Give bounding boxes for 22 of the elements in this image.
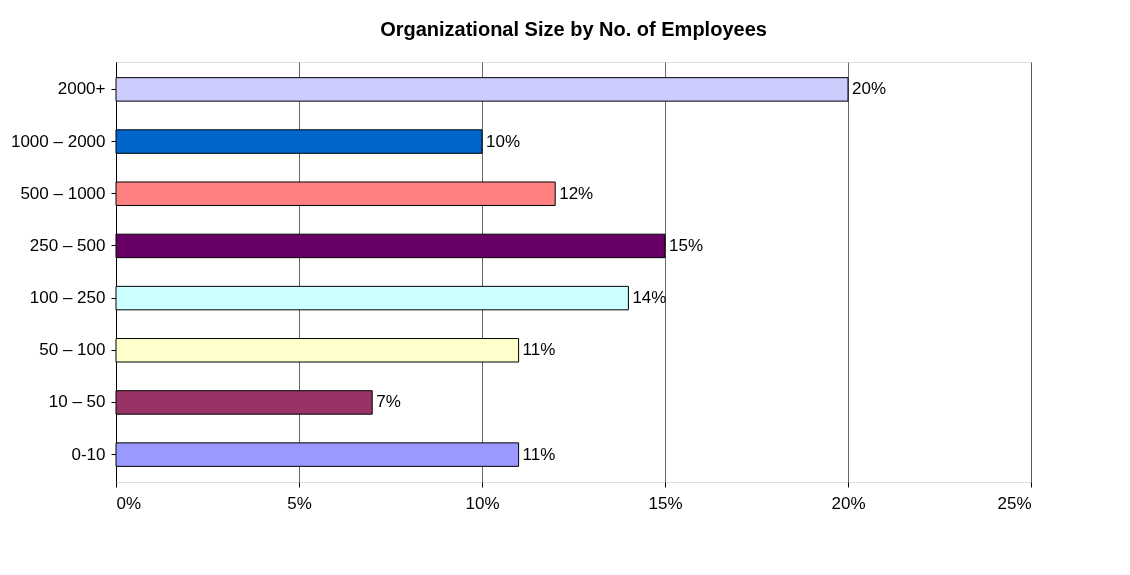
data-label: 7% <box>376 392 401 412</box>
y-tick-label: 1000 – 2000 <box>10 131 106 151</box>
y-tick-label: 10 – 50 <box>48 392 106 412</box>
x-tick-label: 20% <box>831 493 866 513</box>
y-tick-label: 250 – 500 <box>29 235 106 255</box>
y-tick-label: 500 – 1000 <box>20 183 106 203</box>
chart-title: Organizational Size by No. of Employees <box>380 18 767 40</box>
x-tick-label: 15% <box>648 493 683 513</box>
y-tick-label: 50 – 100 <box>39 340 106 360</box>
data-label: 10% <box>486 131 521 151</box>
data-label: 11% <box>522 444 556 464</box>
y-tick-label: 0-10 <box>71 444 106 464</box>
data-label: 20% <box>852 79 887 99</box>
y-tick-label: 100 – 250 <box>29 288 106 308</box>
data-label: 15% <box>669 235 704 255</box>
y-tick-label: 2000+ <box>57 79 106 99</box>
data-label: 12% <box>559 183 594 203</box>
x-tick-label: 10% <box>465 493 500 513</box>
x-tick-label: 25% <box>997 493 1032 513</box>
x-tick-label: 5% <box>287 493 312 513</box>
data-label: 11% <box>522 340 556 360</box>
x-tick-label: 0% <box>116 493 142 513</box>
